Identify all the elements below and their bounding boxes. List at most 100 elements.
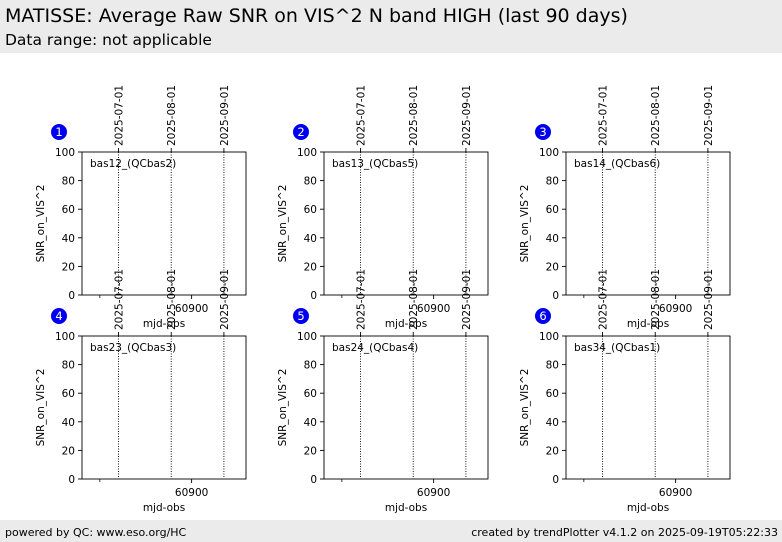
y-tick-label: 60 (304, 204, 317, 216)
chart-panel-5: 5 bas24_(QCbas4) 0 20 40 60 80 100 60900 2025-07-… (277, 269, 489, 514)
y-tick-label: 60 (62, 204, 75, 216)
panel-badge-number: 1 (55, 125, 62, 139)
header-band: MATISSE: Average Raw SNR on VIS^2 N band… (0, 0, 782, 53)
baseline-label: bas24_(QCbas4) (332, 342, 418, 354)
y-tick-label: 40 (546, 233, 559, 245)
y-tick-label: 100 (539, 331, 559, 343)
panel-badge-number: 6 (539, 309, 546, 323)
date-marker-label: 2025-08-01 (650, 269, 662, 330)
y-tick-label: 80 (62, 360, 75, 372)
y-tick-label: 100 (55, 331, 75, 343)
y-tick-label: 60 (546, 204, 559, 216)
x-tick-label: 60900 (417, 487, 450, 499)
x-tick-label: 60900 (417, 303, 450, 315)
chart-panel-4: 4 bas23_(QCbas3) 0 20 40 60 80 100 60900 2025-07-… (35, 269, 247, 514)
plot-frame (565, 151, 731, 296)
y-axis-label: SNR_on_VIS^2 (277, 369, 289, 447)
panel-badge-number: 3 (539, 125, 546, 139)
x-axis-label: mjd-obs (385, 318, 427, 330)
panel-badge (293, 124, 309, 140)
y-tick-label: 60 (304, 388, 317, 400)
date-marker-label: 2025-09-01 (703, 85, 715, 146)
date-marker-label: 2025-08-01 (408, 85, 420, 146)
y-tick-label: 100 (539, 147, 559, 159)
y-axis-label: SNR_on_VIS^2 (519, 185, 531, 263)
chart-panel-2: 2 bas13_(QCbas5) 0 20 40 60 80 100 60900 2025-07-… (277, 85, 489, 330)
baseline-label: bas12_(QCbas2) (90, 158, 176, 170)
y-tick-label: 80 (546, 176, 559, 188)
x-tick-label: 60900 (659, 487, 692, 499)
panel-badge (51, 124, 67, 140)
baseline-label: bas34_(QCbas1) (574, 342, 660, 354)
y-tick-label: 40 (62, 233, 75, 245)
x-tick-label: 60900 (175, 303, 208, 315)
y-tick-label: 40 (304, 233, 317, 245)
date-marker-label: 2025-07-01 (598, 269, 610, 330)
plot-frame (323, 151, 489, 296)
panel-badge (535, 308, 551, 324)
baseline-label: bas13_(QCbas5) (332, 158, 418, 170)
date-marker-label: 2025-07-01 (598, 85, 610, 146)
y-tick-label: 80 (304, 360, 317, 372)
date-marker-label: 2025-09-01 (703, 269, 715, 330)
y-tick-label: 100 (297, 331, 317, 343)
chart-panel-1: 1 bas12_(QCbas2) 0 20 40 60 80 100 60900 2025-07-… (35, 85, 247, 330)
date-marker-label: 2025-08-01 (650, 85, 662, 146)
plot-frame (323, 335, 489, 480)
x-axis-label: mjd-obs (143, 502, 185, 514)
baseline-label: bas23_(QCbas3) (90, 342, 176, 354)
y-axis-label: SNR_on_VIS^2 (277, 185, 289, 263)
footer-timestamp: created by trendPlotter v4.1.2 on 2025-0… (471, 526, 778, 539)
y-tick-label: 0 (310, 290, 317, 302)
x-axis-label: mjd-obs (627, 318, 669, 330)
y-tick-label: 20 (304, 261, 317, 273)
chart-panel-3: 3 bas14_(QCbas6) 0 20 40 60 80 100 60900 2025-07-… (519, 85, 731, 330)
date-marker-label: 2025-07-01 (114, 85, 126, 146)
panel-badge (535, 124, 551, 140)
y-tick-label: 0 (552, 474, 559, 486)
y-tick-label: 80 (546, 360, 559, 372)
page-title: MATISSE: Average Raw SNR on VIS^2 N band… (5, 5, 628, 27)
date-marker-label: 2025-09-01 (461, 269, 473, 330)
date-marker-label: 2025-08-01 (166, 85, 178, 146)
y-axis-label: SNR_on_VIS^2 (35, 185, 47, 263)
y-axis-label: SNR_on_VIS^2 (35, 369, 47, 447)
date-marker-label: 2025-09-01 (219, 269, 231, 330)
footer-band: powered by QC: www.eso.org/HC created by… (0, 520, 782, 542)
y-tick-label: 0 (68, 474, 75, 486)
date-marker-label: 2025-09-01 (461, 85, 473, 146)
date-marker-label: 2025-09-01 (219, 85, 231, 146)
y-tick-label: 100 (55, 147, 75, 159)
date-marker-label: 2025-07-01 (356, 269, 368, 330)
y-tick-label: 40 (304, 417, 317, 429)
plot-frame (81, 335, 247, 480)
y-tick-label: 0 (310, 474, 317, 486)
y-tick-label: 80 (304, 176, 317, 188)
x-tick-label: 60900 (175, 487, 208, 499)
y-tick-label: 20 (304, 445, 317, 457)
plot-frame (565, 335, 731, 480)
panel-badge (293, 308, 309, 324)
page-subtitle: Data range: not applicable (5, 31, 212, 49)
y-tick-label: 20 (546, 445, 559, 457)
y-tick-label: 80 (62, 176, 75, 188)
chart-panel-6: 6 bas34_(QCbas1) 0 20 40 60 80 100 60900 2025-07-… (519, 269, 731, 514)
date-marker-label: 2025-07-01 (114, 269, 126, 330)
footer-credit: powered by QC: www.eso.org/HC (5, 526, 187, 539)
date-marker-label: 2025-08-01 (408, 269, 420, 330)
x-tick-label: 60900 (659, 303, 692, 315)
y-tick-label: 60 (546, 388, 559, 400)
y-axis-label: SNR_on_VIS^2 (519, 369, 531, 447)
y-tick-label: 20 (62, 445, 75, 457)
baseline-label: bas14_(QCbas6) (574, 158, 660, 170)
y-tick-label: 100 (297, 147, 317, 159)
y-tick-label: 20 (546, 261, 559, 273)
date-marker-label: 2025-08-01 (166, 269, 178, 330)
y-tick-label: 40 (62, 417, 75, 429)
y-tick-label: 20 (62, 261, 75, 273)
x-axis-label: mjd-obs (385, 502, 427, 514)
panel-badge-number: 4 (55, 309, 62, 323)
y-tick-label: 60 (62, 388, 75, 400)
y-tick-label: 40 (546, 417, 559, 429)
